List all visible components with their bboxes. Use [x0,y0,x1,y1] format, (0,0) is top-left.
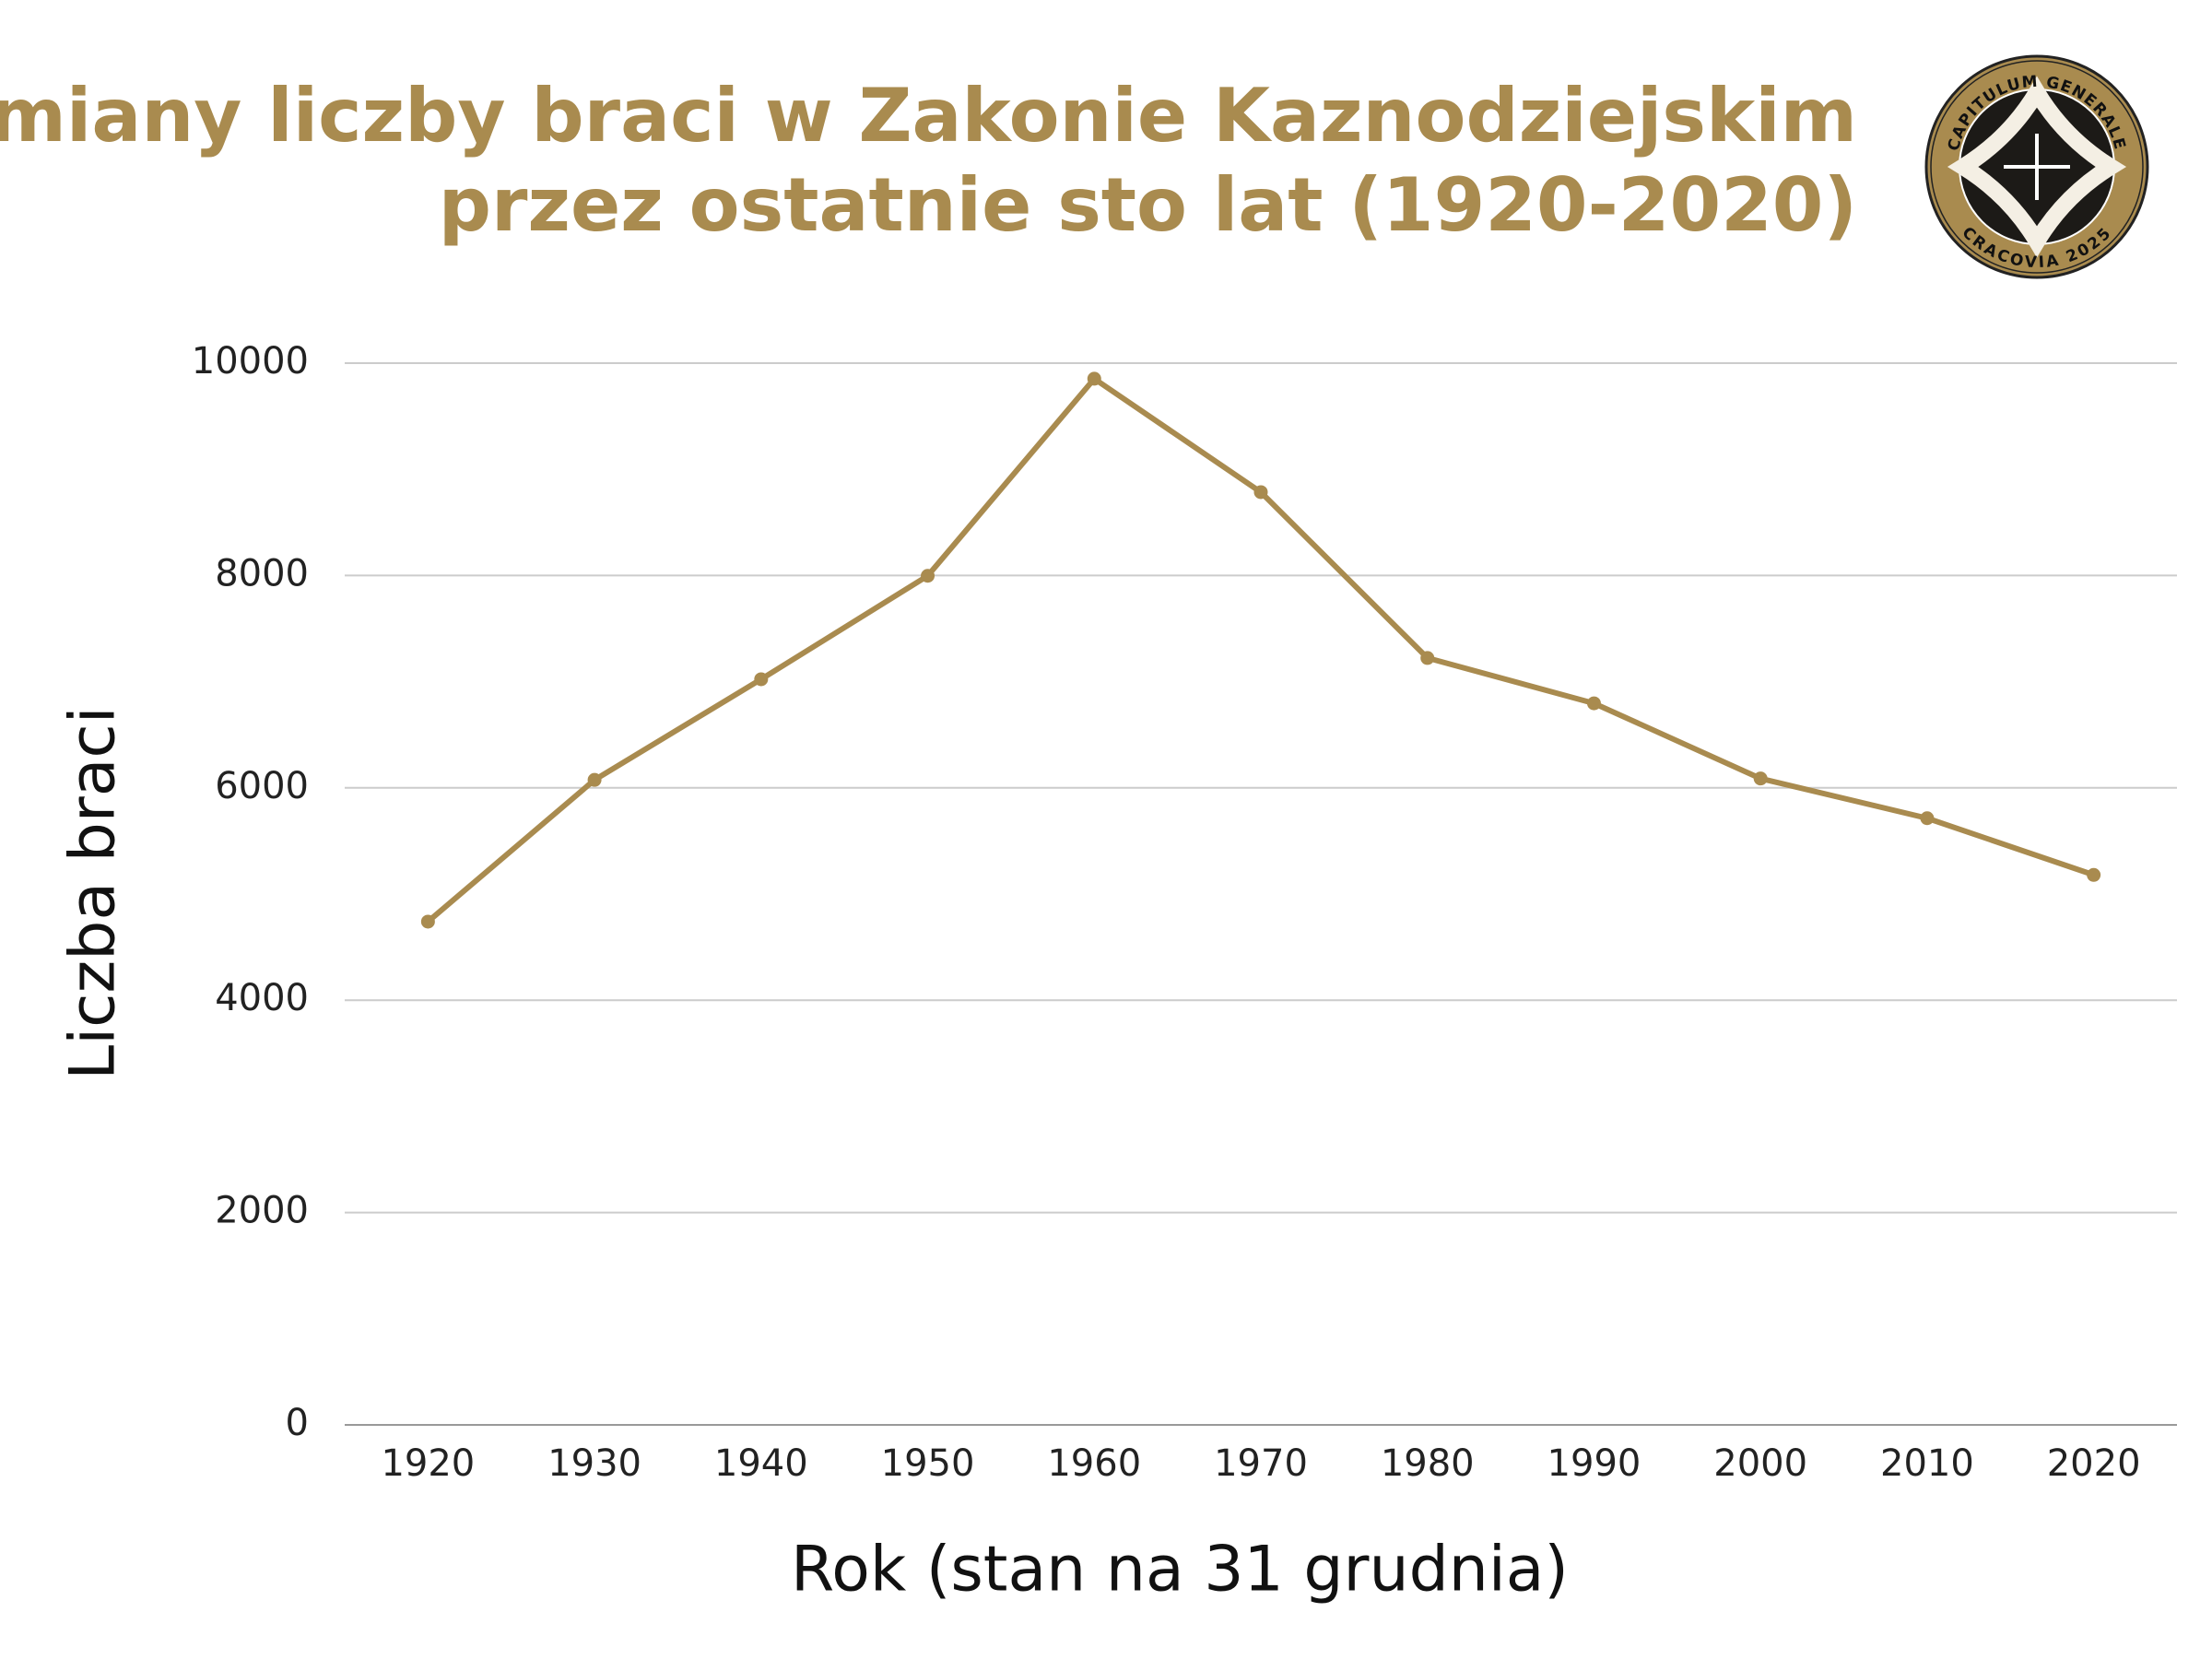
x-tick-label: 1990 [1547,1442,1641,1485]
logo-cross [2004,134,2070,200]
data-point [2087,867,2101,882]
data-point [1586,696,1601,711]
x-axis-title: Rok (stan na 31 grudnia) [791,1534,1569,1606]
x-tick-label: 1980 [1381,1442,1475,1485]
data-point [1753,771,1768,786]
y-tick-label: 10000 [192,340,309,382]
y-axis-title: Liczba braci [57,706,130,1079]
data-point [1087,371,1101,386]
chart-title: przez ostatnie sto lat (1920-2020) [439,162,1857,248]
x-tick-label: 2020 [2047,1442,2141,1485]
x-tick-label: 2000 [1713,1442,1807,1485]
y-tick-label: 4000 [215,977,309,1019]
data-point [754,672,769,687]
x-tick-label: 1930 [547,1442,641,1485]
y-tick-label: 2000 [215,1190,309,1232]
y-tick-label: 6000 [215,765,309,807]
x-tick-label: 2010 [1880,1442,1974,1485]
x-tick-label: 1920 [381,1442,475,1485]
y-tick-label: 8000 [215,552,309,594]
data-point [587,772,602,787]
x-tick-label: 1950 [881,1442,975,1485]
chart-title: Zmiany liczby braci w Zakonie Kaznodziej… [0,73,1857,159]
logo: CAPITULUM GENERALE CRACOVIA 2025 [1924,54,2149,279]
logo-emblem [1947,76,2127,258]
data-line [426,375,2095,924]
x-tick-label: 1970 [1214,1442,1308,1485]
data-point [1920,811,1935,826]
logo-ring-inner [1930,60,2144,274]
data-point [921,569,935,583]
data-point [1420,651,1435,665]
x-tick-label: 1960 [1047,1442,1141,1485]
x-tick-label: 1940 [714,1442,808,1485]
data-point [420,914,435,929]
y-tick-label: 0 [286,1402,309,1444]
data-point [1253,485,1268,500]
